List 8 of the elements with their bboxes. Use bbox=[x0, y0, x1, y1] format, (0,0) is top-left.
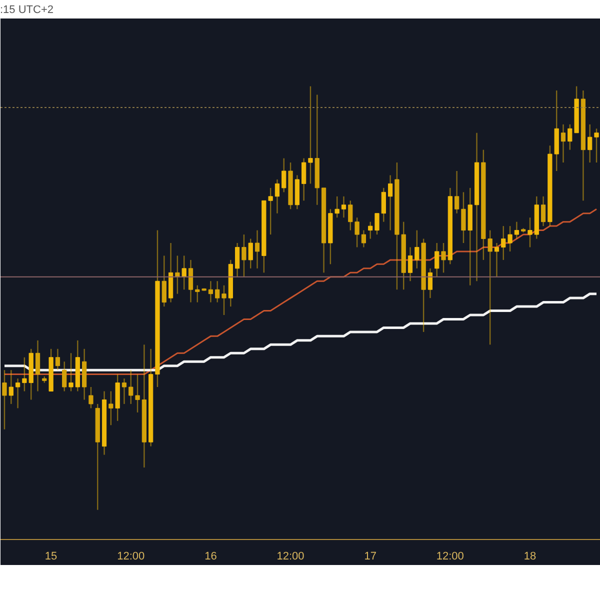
x-tick-label: 16 bbox=[204, 550, 217, 562]
x-tick-label: 12:00 bbox=[117, 550, 145, 562]
x-tick-label: 15 bbox=[44, 550, 58, 562]
text: :15 UTC+2 bbox=[0, 4, 54, 16]
x-tick-label: 18 bbox=[524, 550, 536, 562]
x-tick-label: 17 bbox=[364, 550, 376, 562]
x-tick-label: 12:00 bbox=[276, 550, 304, 562]
x-tick-label: 12:00 bbox=[436, 550, 464, 562]
